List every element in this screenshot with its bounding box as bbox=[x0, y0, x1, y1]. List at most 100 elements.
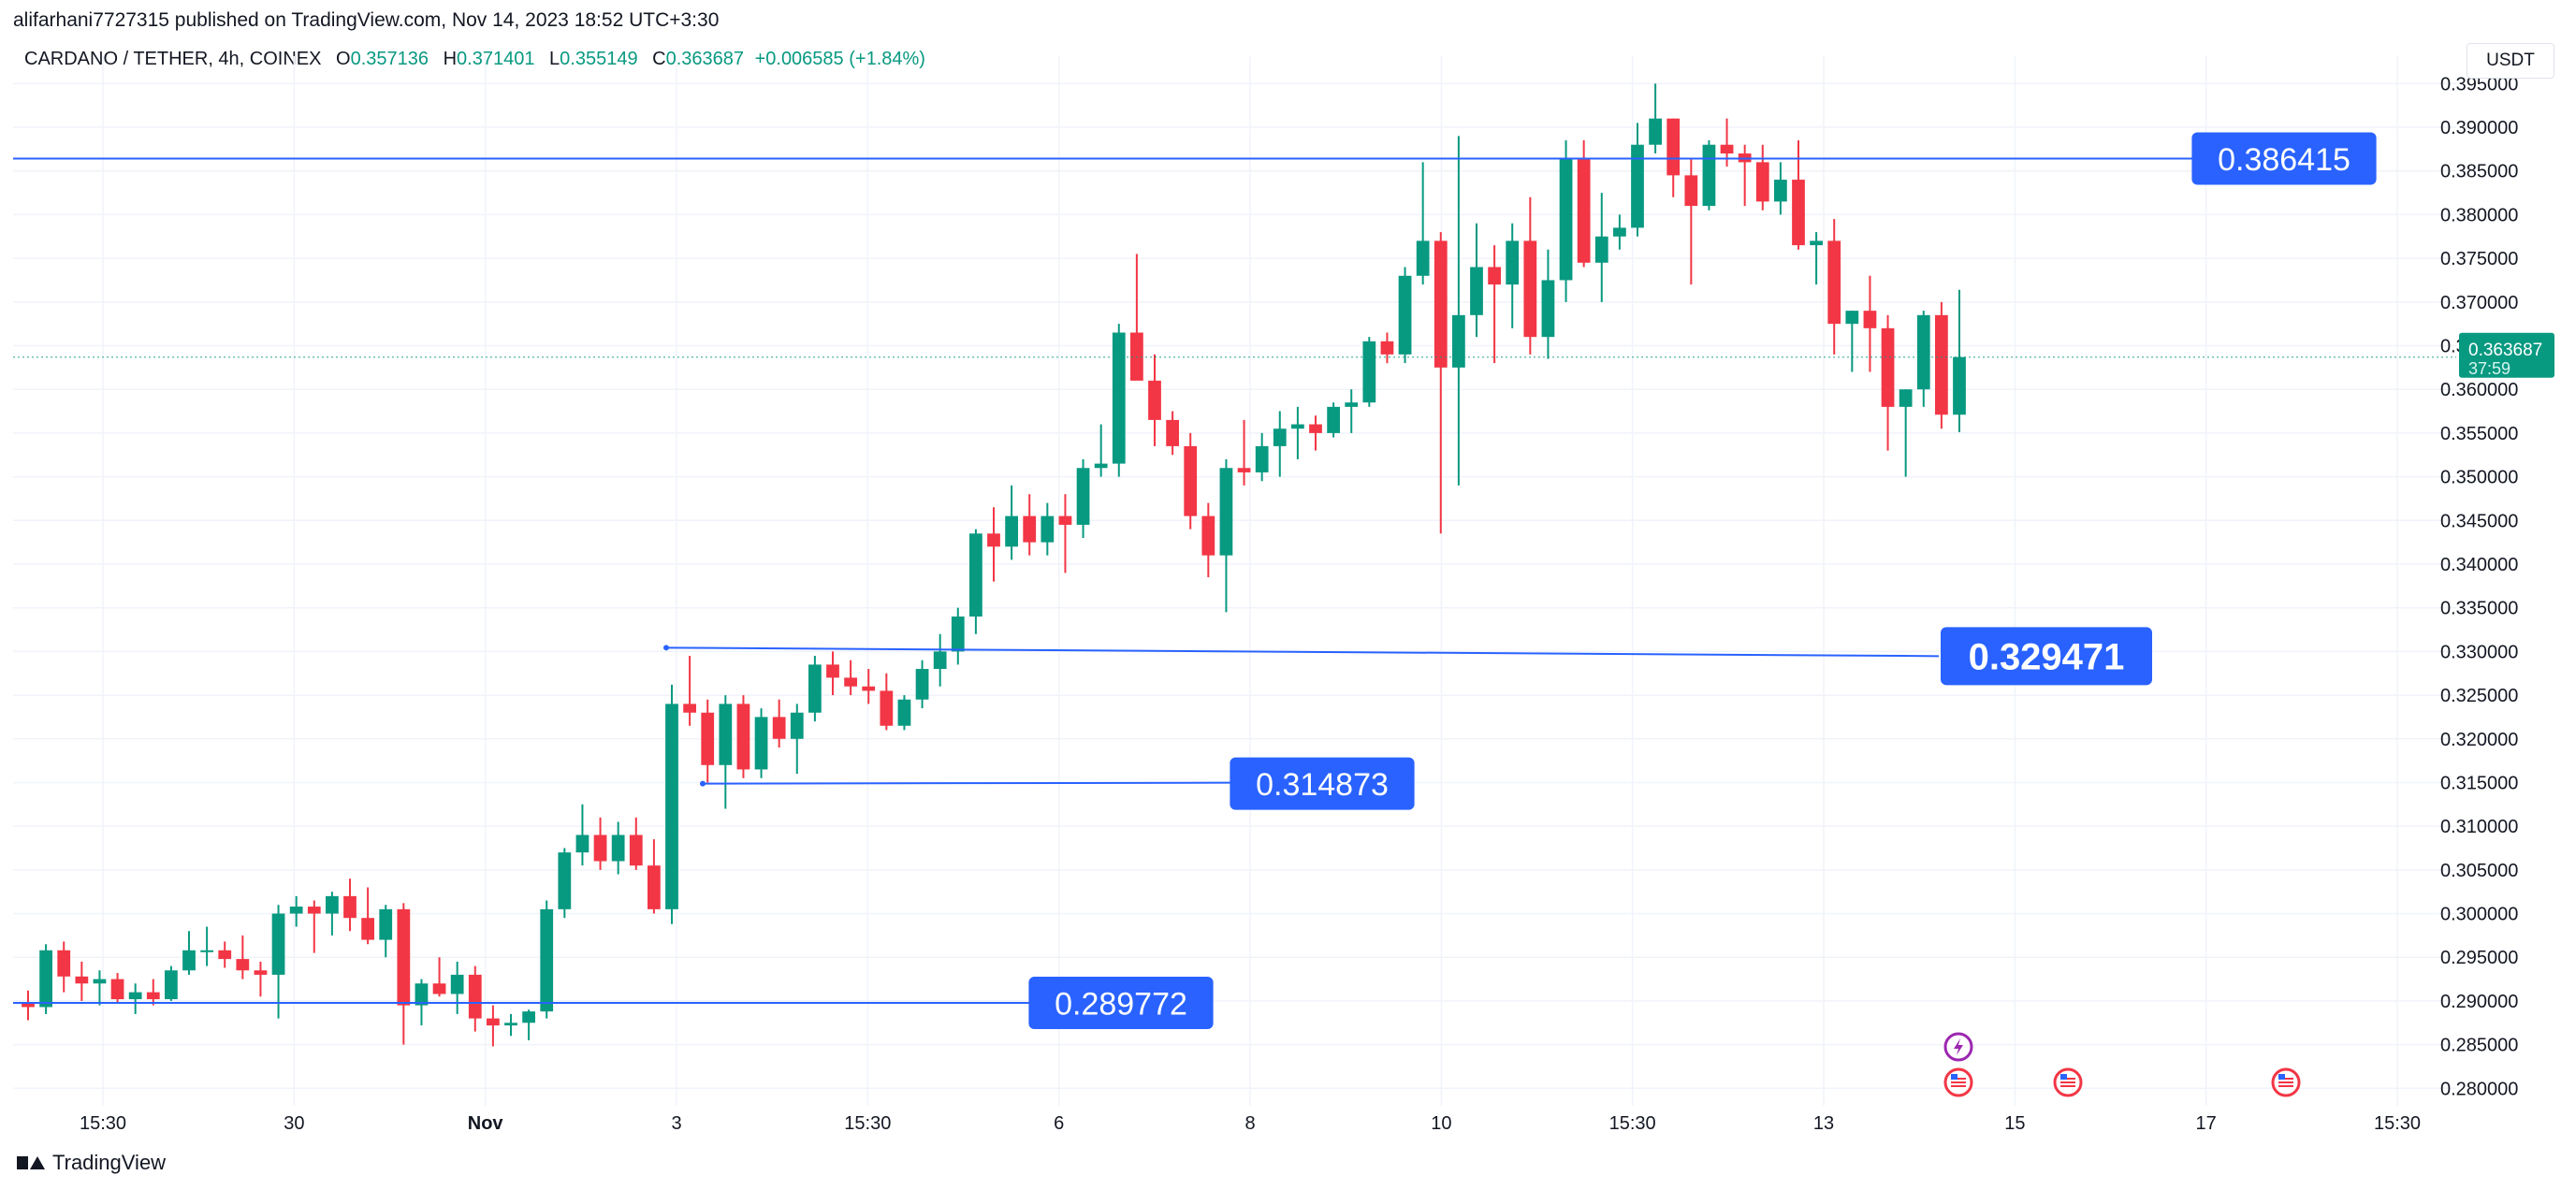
level-label-4: 0.289772 bbox=[1055, 986, 1187, 1022]
y-tick-label: 0.290000 bbox=[2440, 992, 2518, 1012]
us-flag-event-icon-canton bbox=[2060, 1074, 2067, 1080]
candle-body bbox=[1935, 314, 1948, 415]
candle-body bbox=[1398, 275, 1412, 355]
candle-body bbox=[933, 651, 947, 670]
x-tick-label: 10 bbox=[1431, 1113, 1451, 1134]
symbol-name[interactable]: CARDANO / TETHER, 4h, COINEX bbox=[24, 49, 322, 69]
level-label-4-box bbox=[1028, 977, 1214, 1030]
level-anchor-3 bbox=[700, 780, 706, 787]
candle-body bbox=[93, 979, 107, 984]
candle-body bbox=[1594, 236, 1608, 263]
candle-body bbox=[1041, 515, 1055, 543]
candle-body bbox=[1684, 175, 1698, 207]
candle-body bbox=[397, 908, 411, 1006]
candle-body bbox=[1255, 445, 1269, 472]
candle-body bbox=[1916, 314, 1930, 390]
candle-body bbox=[683, 704, 696, 713]
candle-body bbox=[665, 704, 678, 909]
level-label-2-box bbox=[1941, 627, 2152, 686]
candle-body bbox=[1309, 424, 1322, 433]
level-line-3 bbox=[702, 781, 1231, 785]
low-label: L bbox=[549, 49, 560, 69]
candle-body bbox=[450, 974, 464, 994]
candle-body bbox=[1559, 157, 1573, 281]
candle-body bbox=[522, 1011, 535, 1023]
candle-body bbox=[1577, 157, 1591, 263]
tradingview-logo-icon bbox=[17, 1154, 45, 1171]
candle-body bbox=[1237, 468, 1251, 472]
candle-body bbox=[307, 907, 321, 914]
candle-body bbox=[1774, 180, 1787, 202]
last-price-label: 0.363687 bbox=[2468, 341, 2542, 360]
y-tick-label: 0.370000 bbox=[2440, 293, 2518, 313]
candle-body bbox=[1792, 180, 1805, 246]
candle-body bbox=[1755, 162, 1769, 202]
candle-body bbox=[432, 983, 446, 994]
candle-body bbox=[1148, 380, 1161, 420]
candle-body bbox=[593, 834, 607, 862]
candle-body bbox=[1345, 402, 1359, 407]
level-line-2 bbox=[665, 646, 1940, 658]
high-value: 0.371401 bbox=[457, 49, 535, 69]
y-tick-label: 0.285000 bbox=[2440, 1036, 2518, 1056]
x-tick-label: 17 bbox=[2196, 1113, 2217, 1134]
candle-body bbox=[1076, 468, 1090, 525]
candle-body bbox=[897, 699, 911, 726]
y-tick-label: 0.360000 bbox=[2440, 380, 2518, 400]
candle-body bbox=[254, 970, 268, 975]
candle-body bbox=[1899, 389, 1913, 407]
y-tick-label: 0.380000 bbox=[2440, 205, 2518, 225]
candle-body bbox=[1166, 419, 1179, 446]
candle-body bbox=[808, 664, 822, 713]
y-tick-label: 0.310000 bbox=[2440, 817, 2518, 837]
candle-body bbox=[271, 913, 285, 975]
x-tick-label: 6 bbox=[1054, 1113, 1064, 1134]
candle-body bbox=[1541, 280, 1555, 338]
candle-body bbox=[1112, 332, 1126, 464]
candle-body bbox=[987, 533, 1000, 547]
x-tick-label: 3 bbox=[671, 1113, 681, 1134]
candle-body bbox=[880, 690, 894, 726]
candle-body bbox=[1184, 445, 1198, 516]
candle-body bbox=[1058, 515, 1072, 525]
candle-body bbox=[128, 992, 142, 1000]
y-tick-label: 0.315000 bbox=[2440, 773, 2518, 793]
candle-body bbox=[1416, 240, 1430, 276]
candle-body bbox=[1291, 424, 1304, 429]
y-tick-label: 0.325000 bbox=[2440, 686, 2518, 706]
candle-body bbox=[862, 686, 876, 691]
candle-body bbox=[57, 950, 71, 977]
candle-body bbox=[1827, 240, 1841, 325]
y-tick-label: 0.330000 bbox=[2440, 642, 2518, 662]
candle-body bbox=[200, 950, 213, 952]
candle-body bbox=[1702, 144, 1716, 207]
candle-body bbox=[379, 908, 393, 940]
low-value: 0.355149 bbox=[560, 49, 638, 69]
candle-body bbox=[1023, 515, 1037, 543]
level-label-1: 0.386415 bbox=[2218, 142, 2350, 178]
candle-body bbox=[1649, 118, 1662, 145]
open-label: O bbox=[336, 49, 351, 69]
level-label-3-box bbox=[1230, 757, 1415, 810]
y-tick-label: 0.350000 bbox=[2440, 468, 2518, 488]
candle-body bbox=[236, 959, 250, 971]
candle-body bbox=[1452, 314, 1465, 368]
close-label: C bbox=[652, 49, 666, 69]
close-value: 0.363687 bbox=[665, 49, 745, 69]
candle-body bbox=[558, 852, 572, 909]
y-tick-label: 0.355000 bbox=[2440, 424, 2518, 444]
candle-body bbox=[1845, 311, 1859, 325]
candle-body bbox=[575, 834, 589, 853]
last-price-tag bbox=[2459, 332, 2554, 378]
x-tick-label: 13 bbox=[1813, 1113, 1834, 1134]
currency-button[interactable]: USDT bbox=[2467, 43, 2554, 79]
candle-body bbox=[39, 950, 52, 1008]
candle-body bbox=[1631, 144, 1644, 228]
candle-body bbox=[611, 834, 625, 862]
us-flag-event-icon-canton bbox=[2278, 1074, 2285, 1080]
symbol-legend: CARDANO / TETHER, 4h, COINEX O0.357136 H… bbox=[24, 49, 925, 70]
candle-body bbox=[1380, 341, 1394, 355]
candle-body bbox=[790, 712, 804, 739]
candle-body bbox=[1470, 267, 1483, 315]
